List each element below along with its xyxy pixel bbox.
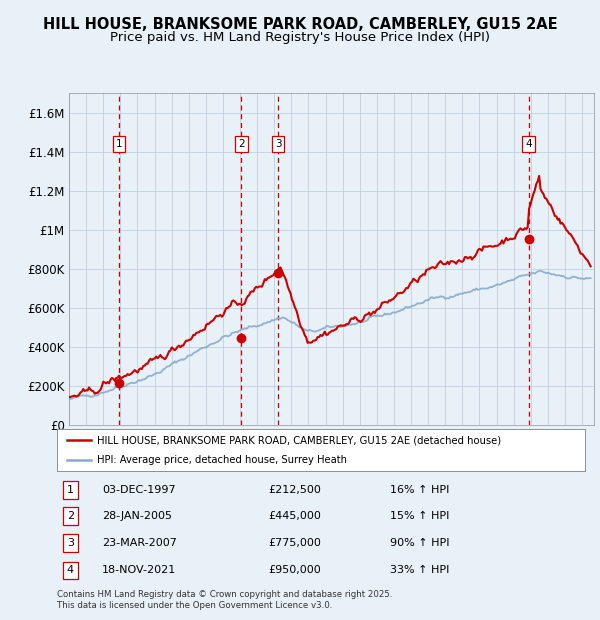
Text: 16% ↑ HPI: 16% ↑ HPI (389, 485, 449, 495)
Text: 2: 2 (67, 512, 74, 521)
Text: 1: 1 (67, 485, 74, 495)
Text: 1: 1 (116, 139, 122, 149)
Text: Price paid vs. HM Land Registry's House Price Index (HPI): Price paid vs. HM Land Registry's House … (110, 31, 490, 44)
Text: £445,000: £445,000 (268, 512, 321, 521)
Text: 33% ↑ HPI: 33% ↑ HPI (389, 565, 449, 575)
Text: HILL HOUSE, BRANKSOME PARK ROAD, CAMBERLEY, GU15 2AE: HILL HOUSE, BRANKSOME PARK ROAD, CAMBERL… (43, 17, 557, 32)
Text: 23-MAR-2007: 23-MAR-2007 (102, 538, 177, 548)
Text: 90% ↑ HPI: 90% ↑ HPI (389, 538, 449, 548)
Text: Contains HM Land Registry data © Crown copyright and database right 2025.
This d: Contains HM Land Registry data © Crown c… (57, 590, 392, 609)
Text: 4: 4 (67, 565, 74, 575)
Text: HILL HOUSE, BRANKSOME PARK ROAD, CAMBERLEY, GU15 2AE (detached house): HILL HOUSE, BRANKSOME PARK ROAD, CAMBERL… (97, 435, 501, 445)
Text: £212,500: £212,500 (268, 485, 321, 495)
Text: 03-DEC-1997: 03-DEC-1997 (102, 485, 176, 495)
Text: £950,000: £950,000 (268, 565, 321, 575)
Text: HPI: Average price, detached house, Surrey Heath: HPI: Average price, detached house, Surr… (97, 455, 347, 465)
Text: 15% ↑ HPI: 15% ↑ HPI (389, 512, 449, 521)
Text: 28-JAN-2005: 28-JAN-2005 (102, 512, 172, 521)
Text: 3: 3 (67, 538, 74, 548)
Text: 4: 4 (526, 139, 532, 149)
Text: 2: 2 (238, 139, 245, 149)
Text: £775,000: £775,000 (268, 538, 321, 548)
Text: 18-NOV-2021: 18-NOV-2021 (102, 565, 176, 575)
Text: 3: 3 (275, 139, 281, 149)
